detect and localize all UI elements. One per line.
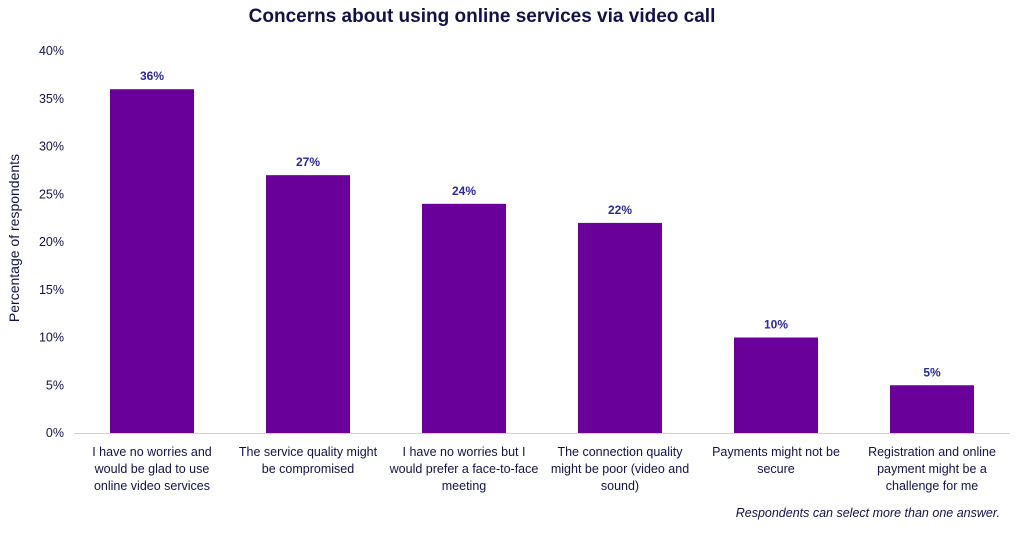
data-label: 10% xyxy=(764,318,788,332)
data-label: 22% xyxy=(608,203,632,217)
x-tick-label: Registration and online payment might be … xyxy=(868,445,996,493)
x-tick-label: The connection quality might be poor (vid… xyxy=(551,445,689,493)
y-tick-label: 40% xyxy=(39,44,64,58)
bar xyxy=(422,203,506,433)
y-tick-label: 0% xyxy=(46,426,64,440)
y-tick-label: 35% xyxy=(39,92,64,106)
bar xyxy=(734,337,818,433)
footnote: Respondents can select more than one ans… xyxy=(735,506,1000,520)
y-tick-label: 5% xyxy=(46,378,64,392)
data-label: 5% xyxy=(923,365,941,379)
y-tick-label: 30% xyxy=(39,140,64,154)
x-tick-label: I have no worries and would be glad to us… xyxy=(92,445,212,493)
chart-title: Concerns about using online services via… xyxy=(248,6,716,27)
data-label: 36% xyxy=(140,69,164,83)
data-label: 24% xyxy=(452,184,476,198)
y-tick-label: 10% xyxy=(39,331,64,345)
y-tick-label: 25% xyxy=(39,187,64,201)
bar xyxy=(266,175,350,433)
y-tick-label: 20% xyxy=(39,235,64,249)
bar xyxy=(890,385,974,433)
data-label: 27% xyxy=(296,155,320,169)
y-tick-label: 15% xyxy=(39,283,64,297)
x-tick-label: Payments might not be secure xyxy=(712,445,840,476)
bar xyxy=(578,222,662,433)
x-tick-label: The service quality might be compromised xyxy=(239,445,378,476)
bar xyxy=(110,89,194,433)
